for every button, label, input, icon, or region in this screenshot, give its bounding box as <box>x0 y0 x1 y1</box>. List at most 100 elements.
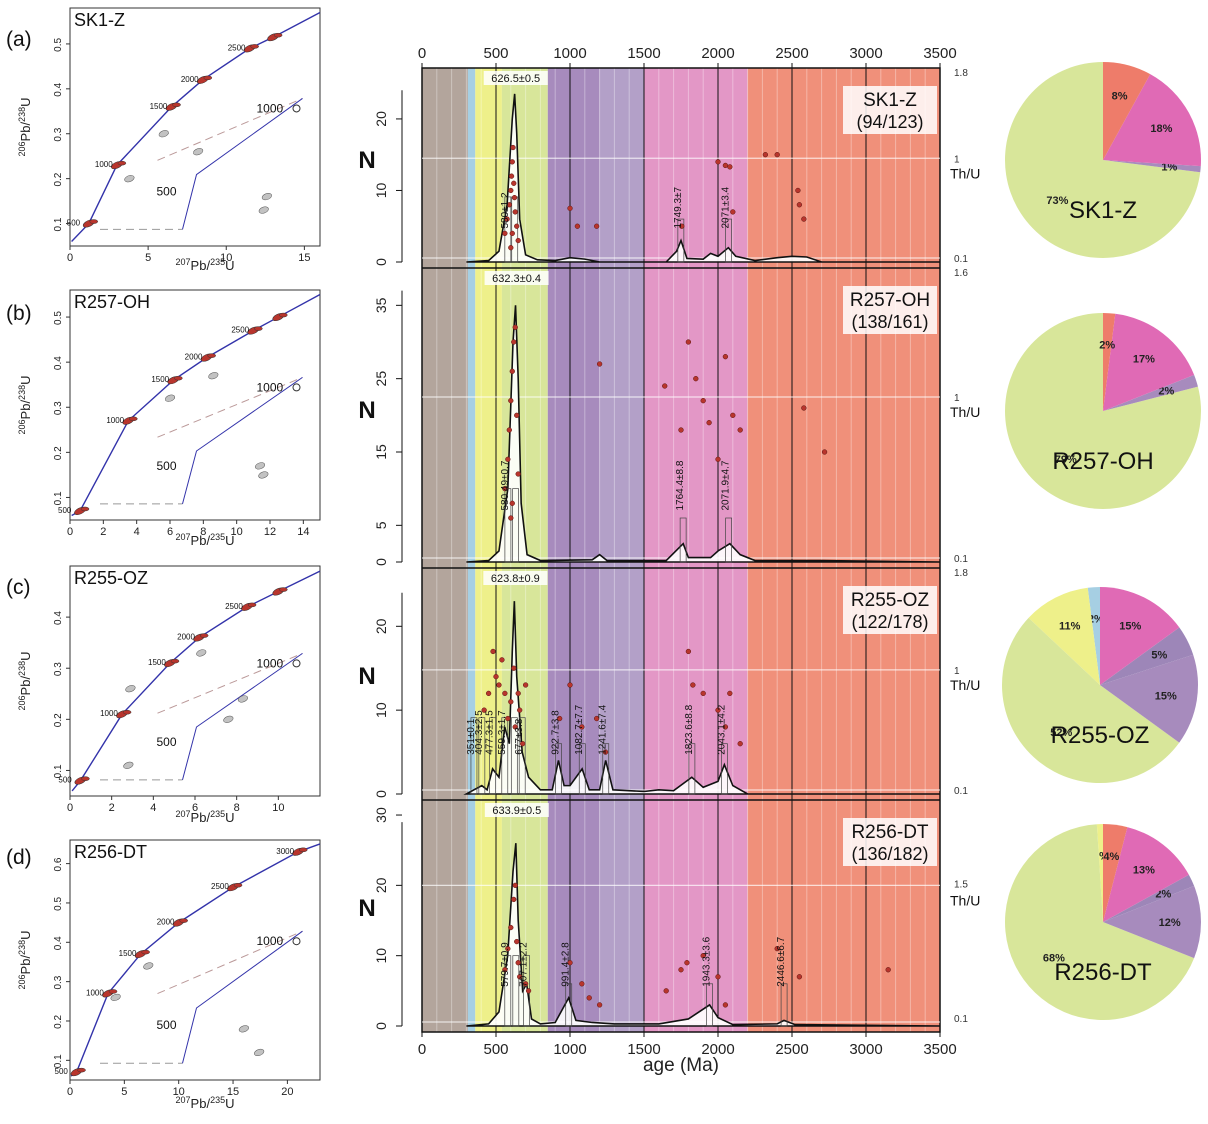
kde-curve <box>466 93 940 263</box>
isotope-element: U <box>18 98 33 107</box>
isotope-mass: 206 <box>17 141 27 156</box>
top-x-tick-label: 2500 <box>775 45 808 62</box>
discordant-ellipse <box>123 761 134 769</box>
isotope-mass: 206 <box>17 695 27 710</box>
inset-age-marker <box>292 383 301 392</box>
concordant-ellipse <box>141 949 150 955</box>
time-band <box>599 68 644 1032</box>
thu-point <box>796 202 803 208</box>
pie-slice-label: 11% <box>1059 621 1081 633</box>
y-tick-label: 0.1 <box>53 1054 64 1068</box>
thu-point <box>586 995 592 1001</box>
isotope-element: Pb/ <box>191 810 211 825</box>
thu-point <box>525 988 532 994</box>
sample-name: R256-DT <box>851 822 928 843</box>
concordia-age-tick: 2500 <box>211 882 229 891</box>
inset-age-marker <box>292 937 301 946</box>
pie-slice <box>1002 617 1180 783</box>
thu-axis-label: Th/U <box>950 677 980 693</box>
histogram-panel: 0 5 15 25 35 N 1.6 1 0.1 Th/U 632.3±0.4 580.49±0.7 1… <box>358 267 980 566</box>
thu-point <box>727 164 733 170</box>
thu-point <box>730 209 736 215</box>
sample-label-box <box>843 586 937 634</box>
n-tick-label: 0 <box>373 1022 389 1030</box>
thu-point <box>512 209 518 215</box>
discordant-ellipse <box>110 993 121 1001</box>
pie-slice <box>1005 62 1201 258</box>
concordant-ellipse <box>179 918 188 923</box>
peak-age-label: 1764.4±8.8 <box>675 460 686 510</box>
isotope-element: U <box>18 376 33 385</box>
discordant-ellipse <box>238 1025 249 1033</box>
isotope-element: Pb/ <box>18 676 33 696</box>
peak-age-label: 580.49±0.7 <box>500 460 511 510</box>
peak-age-label: 1749.3±7 <box>673 186 684 228</box>
thu-point <box>508 515 514 521</box>
concordant-ellipse <box>279 312 288 318</box>
y-tick-label: 0.3 <box>53 401 64 415</box>
peak-label-box <box>483 71 548 85</box>
histogram-bar <box>504 488 512 563</box>
concordant-ellipse <box>80 506 90 512</box>
thu-point <box>579 724 585 730</box>
x-tick-label: 3500 <box>923 1041 956 1058</box>
peak-age-label: 1823.6±8.8 <box>684 704 695 754</box>
x-tick-label: 8 <box>200 526 206 538</box>
thu-tick-label: 1 <box>954 154 960 165</box>
pie-slice-label: 13% <box>1133 864 1155 876</box>
concordia-age-tick: 1500 <box>151 375 169 384</box>
histogram-bar <box>512 488 519 563</box>
discordant-ellipse <box>208 372 219 380</box>
isotope-element: U <box>225 533 234 548</box>
thu-point <box>715 159 721 165</box>
concordia-age-tick: 500 <box>58 506 72 515</box>
thu-point <box>511 339 517 345</box>
peak-age-label: 1241.6±7.4 <box>598 704 609 754</box>
thu-point <box>678 967 684 973</box>
concordia-panel: R257-OH (b) 1000 500 500 1000 1500 2000 2500 0 2 4 6… <box>6 289 321 548</box>
concordant-ellipse <box>207 353 216 358</box>
thu-point <box>508 924 514 931</box>
thu-point <box>522 981 529 987</box>
histogram-bar <box>512 955 520 1027</box>
concordant-ellipse <box>122 709 132 715</box>
concordia-age-tick: 2000 <box>181 75 199 84</box>
thu-point <box>508 398 514 404</box>
y-tick-label: 0.1 <box>53 491 64 505</box>
concordia-age-tick: 2500 <box>225 602 243 611</box>
top-x-tick-label: 0 <box>418 45 426 62</box>
isotope-element: Pb/ <box>191 258 211 273</box>
histogram-bar <box>555 743 562 795</box>
x-tick-label: 6 <box>167 526 173 538</box>
thu-point <box>514 412 520 418</box>
thu-point <box>567 682 573 688</box>
y-axis-label: 206Pb/238U <box>17 652 33 711</box>
sample-counts: (138/161) <box>851 312 928 332</box>
x-tick-label: 2000 <box>701 1041 734 1058</box>
concordant-ellipse <box>170 658 180 664</box>
pie-slice <box>1103 824 1128 922</box>
concordant-ellipse <box>279 587 288 592</box>
isotope-mass: 235 <box>210 1095 225 1105</box>
histogram-bar <box>721 743 728 795</box>
histogram-bar <box>518 717 526 795</box>
thu-point <box>515 471 521 477</box>
thu-point <box>730 412 736 418</box>
peak-label-box <box>484 271 549 285</box>
peak-age-label: 477.3±1.5 <box>485 710 496 755</box>
x-tick-label: 10 <box>272 802 284 814</box>
concordant-ellipse <box>299 847 308 853</box>
n-tick-label: 10 <box>373 702 389 718</box>
inset-dashed-line <box>157 97 303 161</box>
inset-age-label: 500 <box>157 459 177 473</box>
thu-tick-label: 1 <box>954 666 960 677</box>
isotope-mass: 235 <box>210 809 225 819</box>
n-axis-label: N <box>358 895 375 922</box>
concordant-ellipse <box>81 776 90 781</box>
thu-tick-label: 1 <box>954 393 960 404</box>
thu-point <box>508 173 515 179</box>
isotope-mass: 238 <box>17 661 27 676</box>
thu-point <box>511 194 518 201</box>
pie-slice <box>1100 627 1194 685</box>
sample-counts: (94/123) <box>856 112 923 132</box>
